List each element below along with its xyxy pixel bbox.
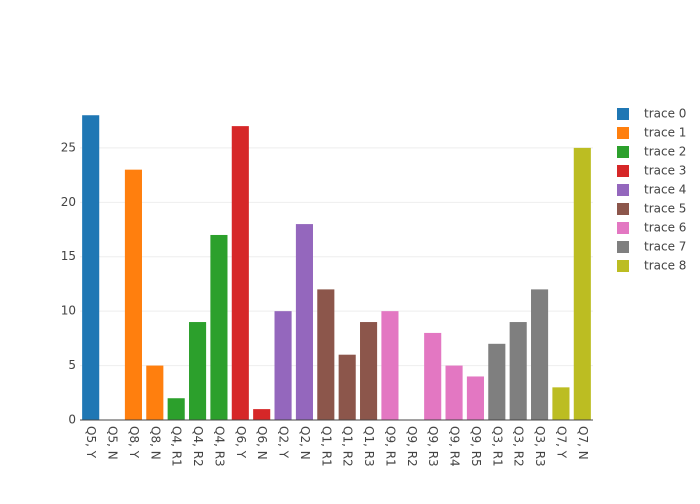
y-tick-label: 10	[61, 304, 76, 318]
x-tick-label: Q9, R3	[426, 426, 440, 467]
legend-label: trace 6	[644, 221, 686, 235]
legend-swatch	[617, 260, 629, 272]
x-tick-label: Q1, R2	[341, 426, 355, 467]
legend-swatch	[617, 203, 629, 215]
x-tick-label: Q3, R3	[533, 426, 547, 467]
x-tick-label: Q9, R2	[405, 426, 419, 467]
x-tick-label: Q1, R1	[319, 426, 333, 467]
bar	[488, 343, 506, 420]
legend-swatch	[617, 165, 629, 177]
x-tick-label: Q9, R4	[448, 426, 462, 467]
bar	[146, 365, 164, 420]
x-tick-label: Q8, N	[148, 426, 162, 460]
bar	[338, 354, 356, 420]
bar	[573, 147, 591, 420]
x-tick-label: Q6, Y	[234, 426, 248, 459]
x-tick-label: Q1, R3	[362, 426, 376, 467]
legend-swatch	[617, 184, 629, 196]
x-tick-label: Q4, R2	[191, 426, 205, 467]
x-tick-label: Q3, R1	[490, 426, 504, 467]
bar	[552, 387, 570, 420]
x-tick-label: Q5, N	[106, 426, 120, 460]
bar	[253, 409, 271, 420]
x-tick-label: Q3, R2	[512, 426, 526, 467]
x-tick-label: Q8, Y	[127, 426, 141, 459]
legend-label: trace 3	[644, 164, 686, 178]
bar	[274, 311, 292, 420]
bar	[189, 322, 207, 420]
x-tick-label: Q7, Y	[554, 426, 568, 459]
x-tick-label: Q6, N	[255, 426, 269, 460]
bar	[381, 311, 399, 420]
x-tick-label: Q9, R5	[469, 426, 483, 467]
bar	[295, 224, 313, 420]
y-tick-label: 15	[61, 249, 76, 263]
bar	[509, 322, 527, 420]
bar	[424, 332, 442, 420]
bar	[531, 289, 549, 420]
legend-swatch	[617, 108, 629, 120]
x-tick-label: Q9, R1	[383, 426, 397, 467]
legend-label: trace 8	[644, 259, 686, 273]
x-tick-label: Q4, R1	[170, 426, 184, 467]
legend-swatch	[617, 127, 629, 139]
bar	[82, 115, 100, 420]
bar	[466, 376, 484, 420]
bar	[360, 322, 378, 420]
x-tick-label: Q2, Y	[277, 426, 291, 459]
bar	[167, 398, 185, 420]
bar	[124, 169, 142, 420]
bar	[231, 126, 249, 421]
legend-label: trace 4	[644, 183, 686, 197]
x-tick-label: Q7, N	[576, 426, 590, 460]
y-tick-label: 20	[61, 195, 76, 209]
y-tick-label: 0	[68, 413, 76, 427]
legend-swatch	[617, 146, 629, 158]
bar	[210, 234, 228, 420]
bar	[317, 289, 335, 420]
legend-label: trace 5	[644, 202, 686, 216]
legend-swatch	[617, 241, 629, 253]
legend-swatch	[617, 222, 629, 234]
y-tick-label: 5	[68, 358, 76, 372]
legend-label: trace 7	[644, 240, 686, 254]
legend-label: trace 2	[644, 145, 686, 159]
x-tick-label: Q4, R3	[212, 426, 226, 467]
x-tick-label: Q5, Y	[84, 426, 98, 459]
bar	[445, 365, 463, 420]
legend-label: trace 0	[644, 107, 686, 121]
y-tick-label: 25	[61, 140, 76, 154]
x-tick-label: Q2, N	[298, 426, 312, 460]
legend-label: trace 1	[644, 126, 686, 140]
